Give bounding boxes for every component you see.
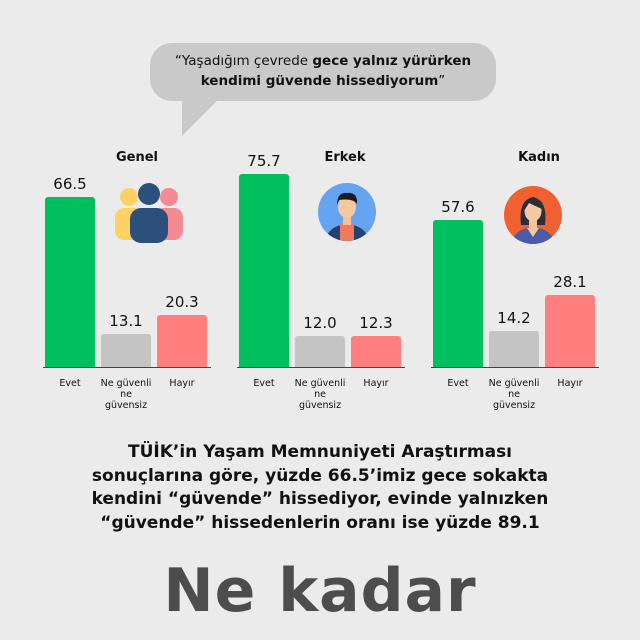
baseline	[237, 367, 405, 368]
category-label: Ne güvenli ne güvensiz	[488, 378, 540, 411]
category-label: Ne güvenli ne güvensiz	[100, 378, 152, 411]
chart-title: Erkek	[324, 150, 366, 165]
chart-title: Kadın	[518, 150, 560, 165]
category-label: Evet	[253, 378, 275, 389]
chart-title: Genel	[115, 150, 159, 165]
bar-neutral	[489, 330, 539, 367]
quote-close: ”	[438, 73, 446, 89]
data-label: 28.1	[553, 273, 587, 292]
data-label: 20.3	[165, 293, 199, 312]
quote-text: “Yaşadığım çevrede	[174, 53, 313, 69]
bubble-tail	[182, 100, 218, 136]
data-label: 12.3	[359, 313, 393, 332]
data-label: 57.6	[441, 198, 475, 217]
quote-bubble: “Yaşadığım çevrede gece yalnız yürürken …	[150, 43, 496, 101]
category-label: Evet	[447, 378, 469, 389]
summary-line: “güvende” hissedenlerin oranı ise yüzde …	[100, 512, 540, 533]
data-label: 13.1	[109, 311, 143, 330]
bar-hayir	[157, 315, 207, 367]
baseline	[43, 367, 211, 368]
category-label: Ne güvenli ne güvensiz	[294, 378, 346, 411]
bar-hayir	[545, 295, 595, 367]
man-avatar-icon	[317, 182, 377, 246]
summary-line: TÜİK’in Yaşam Memnuniyeti Araştırması	[127, 442, 513, 462]
bar-charts: Genel 66.5 Evet 13.1 Ne güvenli ne güvensiz 2…	[43, 150, 599, 411]
bar-neutral	[101, 333, 151, 367]
bar-evet	[433, 220, 483, 367]
data-label: 12.0	[303, 314, 337, 333]
category-label: Hayır	[557, 378, 583, 389]
data-label: 75.7	[247, 151, 281, 170]
bar-evet	[45, 197, 95, 367]
baseline	[431, 367, 599, 368]
category-label: Hayır	[169, 378, 195, 389]
data-label: 66.5	[53, 175, 87, 194]
category-label: Hayır	[363, 378, 389, 389]
summary-line: kendini “güvende” hissediyor, evinde yal…	[91, 489, 549, 509]
woman-avatar-icon	[503, 185, 563, 249]
summary-line: sonuçlarına göre, yüzde 66.5’imiz gece s…	[91, 465, 549, 486]
quote-bold: kendimi güvende hissediyorum	[200, 73, 439, 89]
summary-text: TÜİK’in Yaşam Memnuniyeti Araştırması so…	[20, 441, 620, 535]
bar-evet	[239, 173, 289, 367]
brand-logo: Ne kadar	[163, 556, 477, 626]
quote-bold: gece yalnız yürürken	[312, 53, 472, 69]
bar-hayir	[351, 335, 401, 367]
group-people-icon	[111, 183, 187, 247]
data-label: 14.2	[497, 308, 531, 327]
bar-neutral	[295, 336, 345, 367]
category-label: Evet	[59, 378, 81, 389]
